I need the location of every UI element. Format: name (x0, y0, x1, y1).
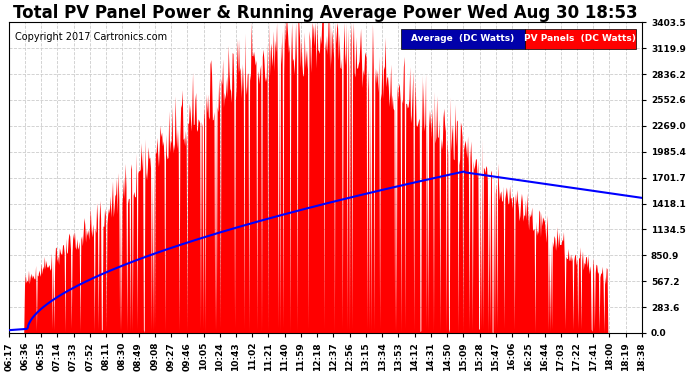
Title: Total PV Panel Power & Running Average Power Wed Aug 30 18:53: Total PV Panel Power & Running Average P… (13, 4, 638, 22)
Text: PV Panels  (DC Watts): PV Panels (DC Watts) (524, 34, 636, 43)
FancyBboxPatch shape (525, 28, 635, 49)
Text: Copyright 2017 Cartronics.com: Copyright 2017 Cartronics.com (15, 32, 167, 42)
Text: Average  (DC Watts): Average (DC Watts) (411, 34, 514, 43)
FancyBboxPatch shape (402, 28, 525, 49)
